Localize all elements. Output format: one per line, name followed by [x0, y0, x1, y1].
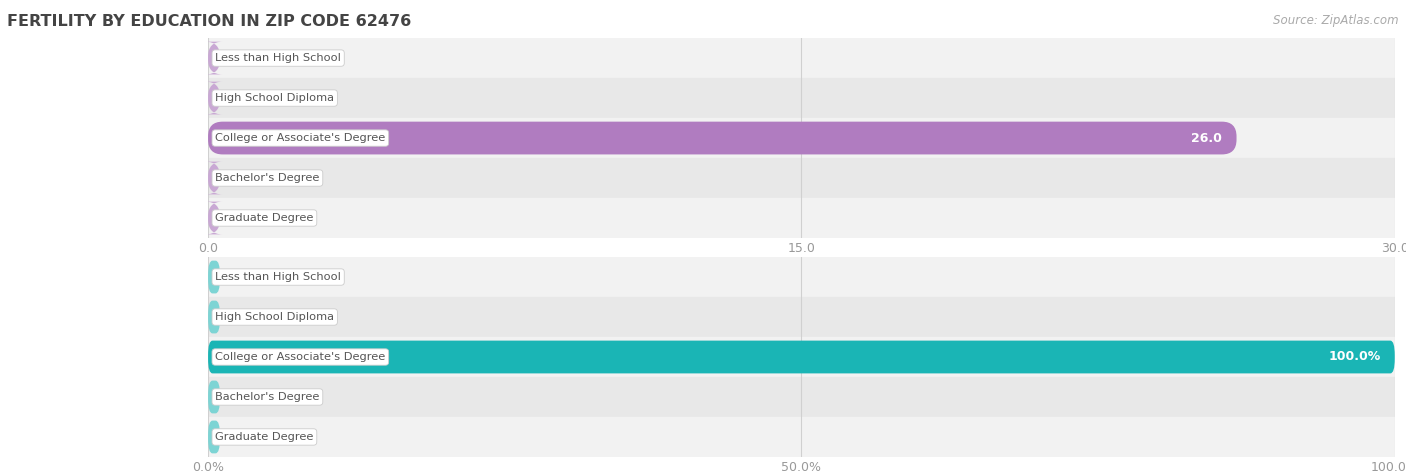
Text: Graduate Degree: Graduate Degree — [215, 432, 314, 442]
Bar — [208, 198, 1395, 238]
Text: 26.0: 26.0 — [1191, 131, 1222, 145]
FancyBboxPatch shape — [208, 381, 219, 413]
FancyBboxPatch shape — [205, 82, 222, 114]
Text: High School Diploma: High School Diploma — [215, 93, 335, 103]
Text: 0.0: 0.0 — [235, 51, 254, 65]
Text: Less than High School: Less than High School — [215, 272, 342, 282]
Text: FERTILITY BY EDUCATION IN ZIP CODE 62476: FERTILITY BY EDUCATION IN ZIP CODE 62476 — [7, 14, 412, 30]
Text: Less than High School: Less than High School — [215, 53, 342, 63]
Text: College or Associate's Degree: College or Associate's Degree — [215, 133, 385, 143]
FancyBboxPatch shape — [208, 301, 219, 333]
FancyBboxPatch shape — [205, 162, 222, 194]
FancyBboxPatch shape — [205, 202, 222, 234]
Text: College or Associate's Degree: College or Associate's Degree — [215, 352, 385, 362]
Text: 0.0%: 0.0% — [235, 310, 266, 324]
Text: Bachelor's Degree: Bachelor's Degree — [215, 392, 319, 402]
Text: Graduate Degree: Graduate Degree — [215, 213, 314, 223]
Bar — [208, 297, 1395, 337]
FancyBboxPatch shape — [208, 261, 219, 293]
Text: 100.0%: 100.0% — [1329, 350, 1381, 364]
Text: 0.0%: 0.0% — [235, 390, 266, 404]
Bar — [208, 257, 1395, 297]
FancyBboxPatch shape — [208, 122, 1236, 154]
Text: Bachelor's Degree: Bachelor's Degree — [215, 173, 319, 183]
Text: High School Diploma: High School Diploma — [215, 312, 335, 322]
FancyBboxPatch shape — [205, 42, 222, 74]
Bar — [208, 118, 1395, 158]
Text: 0.0: 0.0 — [235, 91, 254, 105]
Bar — [208, 417, 1395, 457]
Text: 0.0%: 0.0% — [235, 270, 266, 284]
Text: 0.0: 0.0 — [235, 171, 254, 185]
Text: 0.0: 0.0 — [235, 211, 254, 225]
Bar — [208, 38, 1395, 78]
Text: 0.0%: 0.0% — [235, 430, 266, 444]
Bar — [208, 337, 1395, 377]
Bar — [208, 377, 1395, 417]
Bar — [208, 158, 1395, 198]
FancyBboxPatch shape — [208, 341, 1395, 373]
FancyBboxPatch shape — [208, 421, 219, 453]
Text: Source: ZipAtlas.com: Source: ZipAtlas.com — [1274, 14, 1399, 27]
Bar — [208, 78, 1395, 118]
